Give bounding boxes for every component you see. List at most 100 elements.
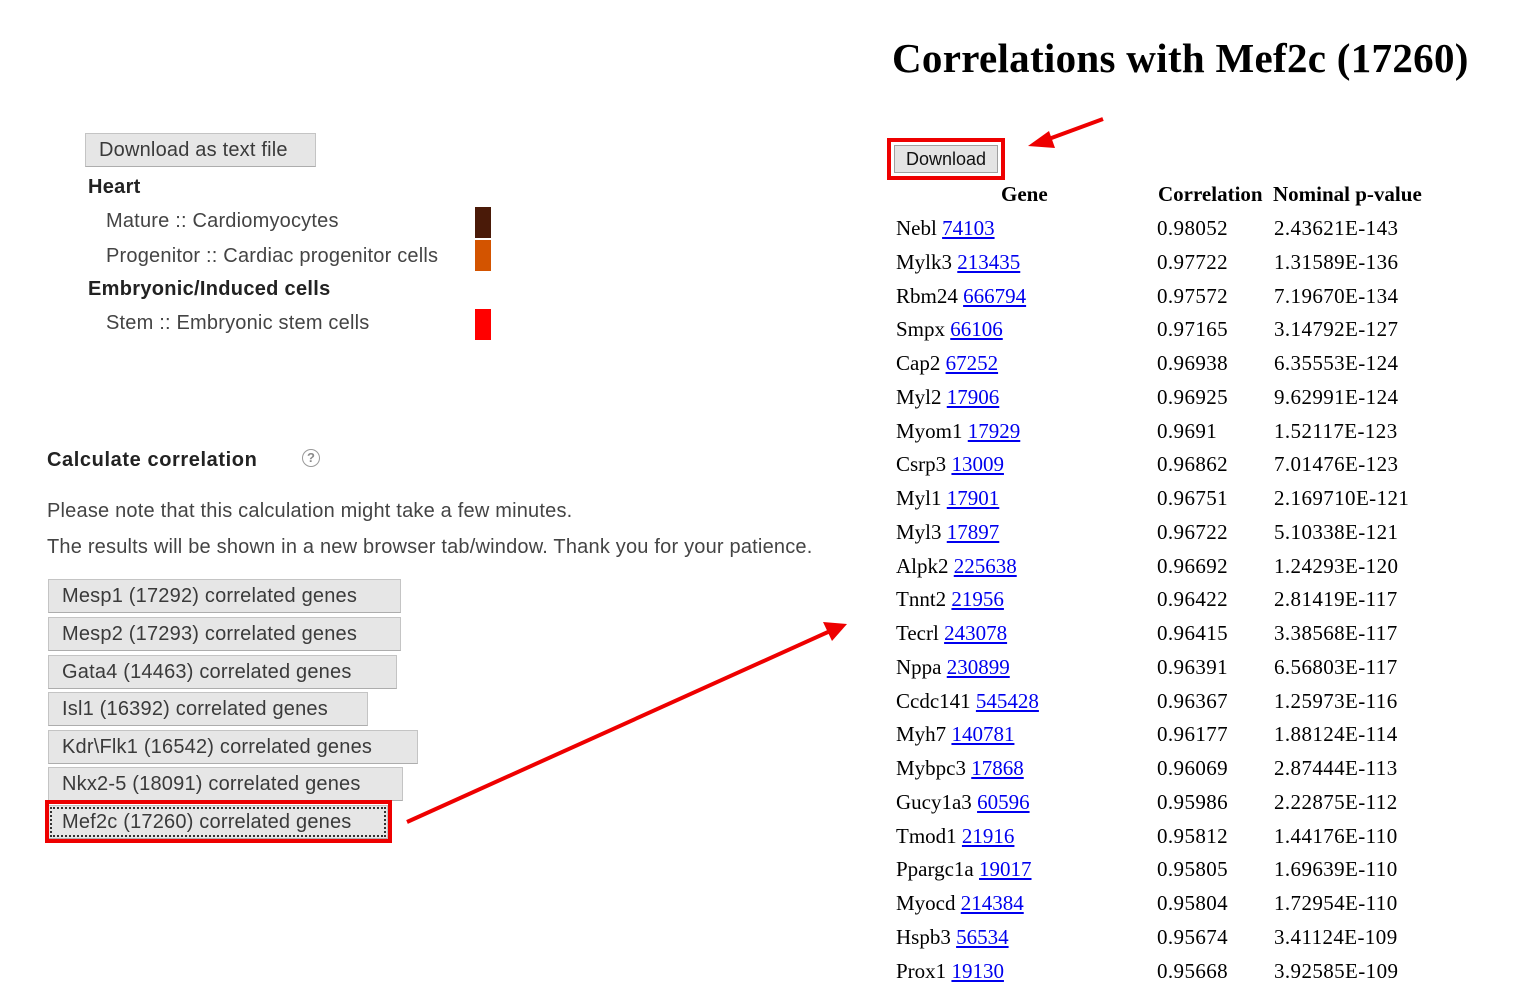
kdr-flk1-correlated-genes-button[interactable]: Kdr\Flk1 (16542) correlated genes — [48, 730, 418, 764]
pvalue-value: 3.92585E-109 — [1274, 958, 1399, 983]
table-row: Tecrl 243078 0.96415 3.38568E-117 — [0, 621, 1534, 655]
gene-symbol: Hspb3 — [896, 924, 951, 949]
pvalue-value: 7.19670E-134 — [1274, 283, 1399, 308]
gene-cell: Tmod1 21916 — [896, 824, 1014, 849]
gene-symbol: Nppa — [896, 654, 942, 679]
gene-cell: Nebl 74103 — [896, 216, 995, 241]
table-row: Cap2 67252 0.96938 6.35553E-124 — [0, 351, 1534, 385]
table-row: Myl3 17897 0.96722 5.10338E-121 — [0, 520, 1534, 554]
correlation-value: 0.95668 — [1157, 958, 1229, 983]
gata4-correlated-genes-button[interactable]: Gata4 (14463) correlated genes — [48, 655, 397, 689]
isl1-correlated-genes-button[interactable]: Isl1 (16392) correlated genes — [48, 692, 368, 726]
correlation-value: 0.95674 — [1157, 924, 1229, 949]
table-row: Smpx 66106 0.97165 3.14792E-127 — [0, 317, 1534, 351]
mef2c-correlated-genes-button[interactable]: Mef2c (17260) correlated genes — [48, 805, 388, 839]
correlation-value: 0.96422 — [1157, 587, 1229, 612]
gene-id-link[interactable]: 13009 — [951, 452, 1004, 477]
gene-id-link[interactable]: 19017 — [979, 857, 1032, 882]
gene-id-link[interactable]: 17897 — [946, 519, 1000, 544]
correlation-value: 0.96391 — [1157, 654, 1229, 679]
correlation-value: 0.96938 — [1157, 351, 1229, 375]
pvalue-value: 1.25973E-116 — [1274, 688, 1398, 713]
gene-id-link[interactable]: 21916 — [961, 823, 1015, 848]
gene-cell: Csrp3 13009 — [896, 452, 1004, 477]
gene-symbol: Rbm24 — [896, 283, 958, 308]
gene-id-link[interactable]: 230899 — [946, 654, 1010, 679]
correlation-value: 0.95986 — [1157, 789, 1229, 814]
correlation-value: 0.96751 — [1157, 486, 1229, 510]
calculate-correlation-heading: Calculate correlation — [47, 449, 258, 471]
gene-cell: Myl3 17897 — [896, 520, 999, 545]
gene-symbol: Mylk3 — [896, 249, 953, 274]
gene-id-link[interactable]: 225638 — [953, 553, 1017, 578]
pvalue-value: 9.62991E-124 — [1274, 384, 1399, 409]
gene-symbol: Csrp3 — [896, 452, 947, 477]
gene-id-link[interactable]: 140781 — [951, 722, 1015, 747]
pvalue-value: 6.35553E-124 — [1274, 351, 1399, 375]
correlation-value: 0.96415 — [1157, 621, 1229, 645]
pvalue-value: 2.81419E-117 — [1274, 587, 1398, 612]
gene-id-link[interactable]: 56534 — [956, 924, 1009, 949]
gene-id-link[interactable]: 214384 — [960, 891, 1024, 915]
gene-cell: Myh7 140781 — [896, 722, 1014, 747]
correlation-value: 0.95812 — [1157, 823, 1229, 848]
pvalue-value: 2.22875E-112 — [1274, 789, 1398, 814]
cardiac-progenitor-color-swatch — [475, 240, 491, 271]
gene-cell: Tecrl 243078 — [896, 621, 1007, 646]
column-header-pvalue: Nominal p-value — [1273, 182, 1422, 206]
gene-id-link[interactable]: 66106 — [950, 317, 1003, 342]
gene-id-link[interactable]: 67252 — [945, 351, 999, 375]
mesp2-correlated-genes-button[interactable]: Mesp2 (17293) correlated genes — [48, 617, 401, 651]
table-row: Myh7 140781 0.96177 1.88124E-114 — [0, 722, 1534, 756]
gene-id-link[interactable]: 213435 — [957, 249, 1021, 274]
pvalue-value: 3.41124E-109 — [1274, 924, 1398, 949]
gene-symbol: Tecrl — [896, 621, 939, 645]
gene-symbol: Tnnt2 — [896, 587, 947, 612]
gene-id-link[interactable]: 21956 — [951, 587, 1004, 612]
correlation-value: 0.97722 — [1157, 249, 1229, 274]
pvalue-value: 7.01476E-123 — [1274, 452, 1399, 477]
gene-id-link[interactable]: 19130 — [951, 958, 1004, 983]
gene-id-link[interactable]: 243078 — [944, 621, 1008, 645]
pvalue-value: 3.38568E-117 — [1274, 621, 1398, 645]
gene-id-link[interactable]: 17906 — [946, 384, 1000, 409]
gene-id-link[interactable]: 17929 — [967, 418, 1021, 443]
pvalue-value: 1.24293E-120 — [1274, 553, 1399, 578]
gene-cell: Smpx 66106 — [896, 317, 1003, 342]
gene-id-link[interactable]: 17868 — [971, 756, 1024, 780]
gene-id-link[interactable]: 60596 — [977, 789, 1030, 814]
pvalue-value: 3.14792E-127 — [1274, 317, 1399, 342]
cell-type-cardiac-progenitor: Progenitor :: Cardiac progenitor cells — [106, 245, 439, 267]
table-row: Myl2 17906 0.96925 9.62991E-124 — [0, 385, 1534, 419]
calculation-note-line-2: The results will be shown in a new brows… — [47, 536, 813, 558]
gene-cell: Myom1 17929 — [896, 419, 1020, 444]
correlation-value: 0.96367 — [1157, 688, 1229, 713]
download-button[interactable]: Download — [894, 145, 998, 173]
table-row: Nppa 230899 0.96391 6.56803E-117 — [0, 655, 1534, 689]
gene-symbol: Myom1 — [896, 418, 963, 443]
table-row: Rbm24 666794 0.97572 7.19670E-134 — [0, 284, 1534, 318]
gene-cell: Hspb3 56534 — [896, 925, 1009, 950]
gene-id-link[interactable]: 666794 — [963, 283, 1027, 308]
gene-cell: Nppa 230899 — [896, 655, 1010, 680]
gene-symbol: Alpk2 — [896, 553, 949, 578]
help-icon[interactable]: ? — [302, 449, 320, 467]
gene-id-link[interactable]: 545428 — [975, 688, 1039, 713]
download-text-file-button[interactable]: Download as text file — [85, 133, 316, 167]
gene-id-link[interactable]: 17901 — [946, 486, 1000, 510]
column-header-correlation: Correlation — [1158, 182, 1263, 206]
correlation-value: 0.96862 — [1157, 452, 1229, 477]
pvalue-value: 1.31589E-136 — [1274, 249, 1399, 274]
pvalue-value: 1.88124E-114 — [1274, 722, 1398, 747]
table-row: Csrp3 13009 0.96862 7.01476E-123 — [0, 452, 1534, 486]
correlation-value: 0.96722 — [1157, 519, 1229, 544]
pvalue-value: 1.44176E-110 — [1274, 823, 1398, 848]
gene-id-link[interactable]: 74103 — [942, 216, 995, 240]
correlation-value: 0.98052 — [1157, 216, 1229, 240]
page-title: Correlations with Mef2c (17260) — [892, 35, 1469, 81]
mesp1-correlated-genes-button[interactable]: Mesp1 (17292) correlated genes — [48, 579, 401, 613]
correlation-value: 0.97165 — [1157, 317, 1229, 342]
pvalue-value: 6.56803E-117 — [1274, 654, 1398, 679]
gene-symbol: Tmod1 — [896, 823, 957, 848]
calculation-note-line-1: Please note that this calculation might … — [47, 500, 573, 522]
